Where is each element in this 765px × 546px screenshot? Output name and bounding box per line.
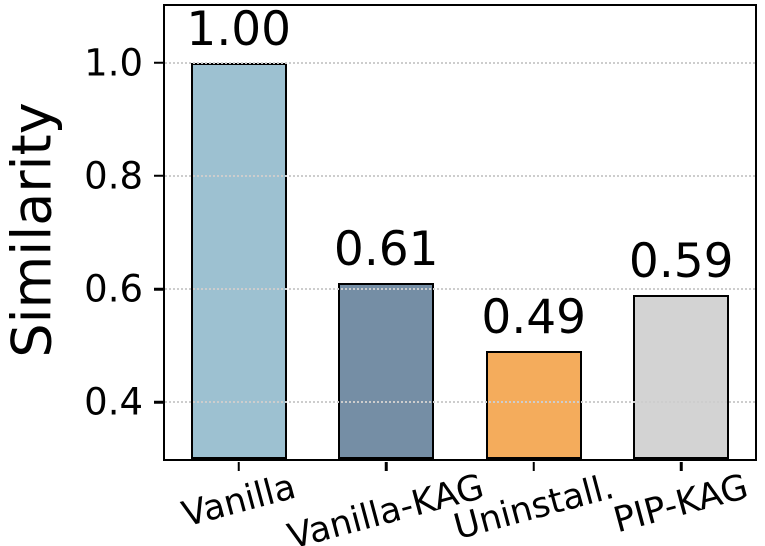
gridline [165, 401, 755, 404]
x-tick-mark [532, 461, 535, 471]
bar-value-label: 0.49 [481, 290, 587, 346]
bar-pip-kag [633, 294, 730, 459]
bar-value-label: 0.61 [333, 222, 439, 278]
bar-group-vanilla: 1.00 [165, 6, 313, 459]
gridline [165, 288, 755, 291]
y-tick-label: 0.8 [84, 154, 143, 198]
y-tick-mark [153, 174, 163, 178]
plot-area: 1.00 0.61 0.49 0.59 [153, 4, 757, 471]
y-tick-label: 0.4 [84, 380, 143, 424]
bar-value-label: 0.59 [628, 233, 734, 289]
y-tick-mark [153, 287, 163, 291]
x-tick-mark [385, 461, 388, 471]
gridline [165, 174, 755, 177]
bar-vanilla [190, 62, 287, 459]
x-tick-label-pip-kag: PIP-KAG [609, 467, 753, 542]
y-tick-mark [153, 61, 163, 64]
bar-group-uninstall: 0.49 [460, 6, 608, 459]
bars-container: 1.00 0.61 0.49 0.59 [165, 6, 755, 459]
bar-group-vanilla-kag: 0.61 [313, 6, 461, 459]
y-tick-mark [153, 401, 163, 404]
x-tick-label-vanilla: Vanilla [178, 466, 301, 536]
y-tick-label: 1.0 [84, 41, 143, 85]
y-tick-label: 0.6 [84, 267, 143, 311]
bar-vanilla-kag [338, 283, 435, 459]
gridline [165, 61, 755, 64]
x-tick-mark [237, 461, 240, 471]
bar-value-label: 1.00 [186, 1, 292, 57]
y-axis-title: Similarity [0, 102, 64, 358]
bar-group-pip-kag: 0.59 [608, 6, 756, 459]
bar-uninstall [485, 351, 582, 459]
x-tick-mark [680, 461, 683, 471]
